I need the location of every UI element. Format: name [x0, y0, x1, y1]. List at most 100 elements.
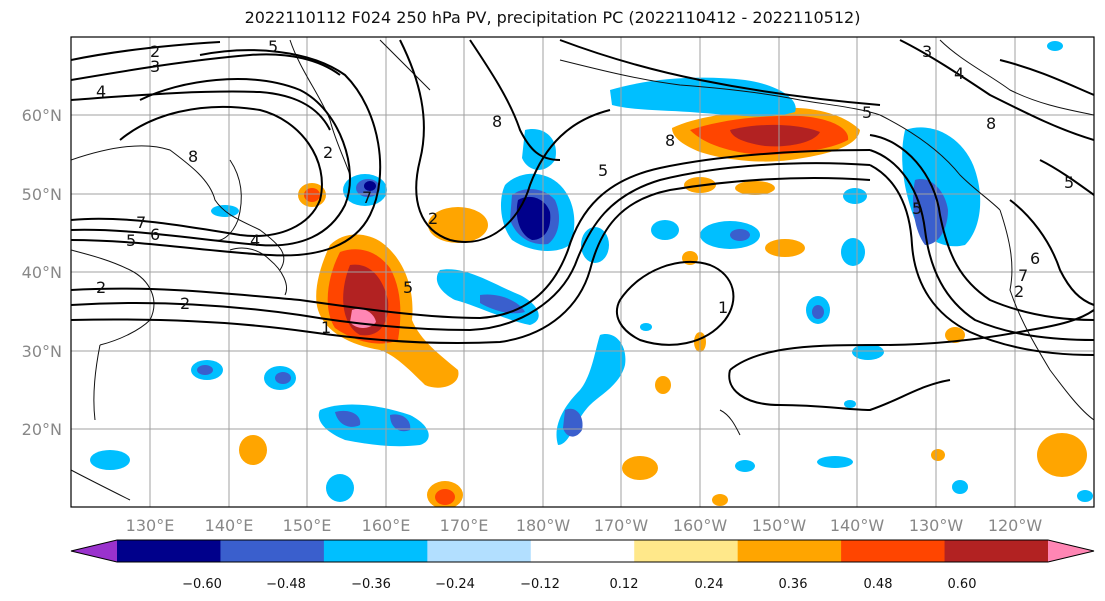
- longitude-label: 120°W: [988, 516, 1043, 535]
- colorbar-segment: [634, 540, 739, 562]
- negative-anomaly-area: [844, 400, 856, 408]
- negative-anomaly-area: [812, 305, 824, 319]
- latitude-label: 40°N: [22, 263, 62, 282]
- colorbar-tick-label: −0.36: [351, 577, 391, 592]
- positive-anomaly-area: [931, 449, 945, 461]
- positive-anomaly-area: [655, 376, 671, 394]
- negative-anomaly-area: [1077, 490, 1093, 502]
- contour-label: 8: [665, 131, 675, 150]
- negative-anomaly-area: [364, 181, 376, 191]
- colorbar-segment: [427, 540, 532, 562]
- positive-anomaly-area: [435, 489, 455, 505]
- colorbar-segment: [530, 540, 635, 562]
- contour-label: 4: [954, 64, 964, 83]
- latitude-label: 50°N: [22, 185, 62, 204]
- colorbar-segment: [737, 540, 842, 562]
- colorbar-tick-label: −0.48: [266, 577, 306, 592]
- negative-anomaly-area: [390, 414, 411, 432]
- colorbar-segment: [323, 540, 428, 562]
- longitude-label: 130°E: [126, 516, 175, 535]
- contour-label: 5: [403, 278, 413, 297]
- latitude-label: 60°N: [22, 106, 62, 125]
- contour-label: 1: [321, 318, 331, 337]
- positive-anomaly-area: [428, 207, 488, 243]
- negative-anomaly-area: [640, 323, 652, 331]
- negative-anomaly-area: [326, 474, 354, 502]
- positive-anomaly-area: [1037, 433, 1087, 477]
- colorbar-ticks: −0.60 −0.48 −0.36 −0.24 −0.12 0.12 0.24 …: [182, 577, 976, 592]
- contour-label: 6: [1030, 249, 1040, 268]
- longitude-label: 140°W: [830, 516, 885, 535]
- positive-anomaly-area: [712, 494, 728, 506]
- contour-label: 5: [1064, 173, 1074, 192]
- negative-anomaly-area: [852, 344, 884, 360]
- contour-label: 5: [598, 161, 608, 180]
- colorbar-tick-label: 0.48: [864, 577, 893, 592]
- colorbar-segment: [944, 540, 1049, 562]
- contour-label: 2: [1014, 282, 1024, 301]
- contour-label: 5: [126, 231, 136, 250]
- contour-labels: 2 3 5 4 8 8 7 5 6 2 4 2 2 7 2 5 1 5 8 5 …: [96, 37, 1074, 337]
- contour-label: 7: [1018, 266, 1028, 285]
- negative-anomaly-area: [516, 196, 551, 240]
- colorbar-extend-high: [1048, 540, 1094, 562]
- colorbar-segment: [117, 540, 221, 562]
- longitude-label: 150°W: [752, 516, 807, 535]
- negative-anomaly-area: [563, 408, 583, 437]
- gridlines: [71, 37, 1094, 507]
- longitude-label: 170°W: [594, 516, 649, 535]
- map-frame: [70, 36, 1095, 508]
- contour-label: 8: [986, 114, 996, 133]
- contour-label: 4: [250, 231, 260, 250]
- colorbar-tick-label: 0.12: [610, 577, 639, 592]
- negative-anomaly-area: [480, 294, 525, 314]
- positive-anomaly-area: [304, 188, 320, 202]
- contour-label: 2: [180, 294, 190, 313]
- positive-anomaly-area: [730, 124, 820, 147]
- negative-anomaly-area: [913, 179, 948, 245]
- negative-anomaly-area: [730, 229, 750, 241]
- colorbar-tick-label: −0.12: [520, 577, 560, 592]
- contour-label: 2: [323, 143, 333, 162]
- contour-label: 6: [150, 225, 160, 244]
- negative-anomaly-area: [651, 220, 679, 240]
- negative-anomaly-area: [817, 456, 853, 468]
- colorbar: [70, 539, 1095, 563]
- colorbar-tick-label: −0.60: [182, 577, 222, 592]
- longitude-label: 150°E: [283, 516, 332, 535]
- contour-label: 5: [912, 199, 922, 218]
- contour-label: 2: [150, 42, 160, 61]
- positive-anomaly-area: [239, 435, 267, 465]
- longitude-axis: 130°E 140°E 150°E 160°E 170°E 180°W 170°…: [126, 516, 1043, 535]
- coastlines: [71, 39, 1094, 501]
- positive-anomaly-area: [735, 181, 775, 195]
- contour-label: 5: [862, 103, 872, 122]
- negative-anomaly-area: [275, 372, 291, 384]
- colorbar-outline: [70, 539, 1095, 563]
- contour-label: 7: [362, 188, 372, 207]
- colorbar-tick-label: 0.24: [695, 577, 724, 592]
- negative-anomaly-area: [335, 410, 361, 427]
- negative-anomaly-area: [952, 480, 968, 494]
- colorbar-tick-label: 0.60: [948, 577, 977, 592]
- longitude-label: 160°W: [673, 516, 728, 535]
- contour-label: 5: [268, 37, 278, 56]
- positive-anomaly-area: [945, 327, 965, 343]
- colorbar-tick-label: −0.24: [435, 577, 475, 592]
- latitude-label: 30°N: [22, 342, 62, 361]
- map-title: 2022110112 F024 250 hPa PV, precipitatio…: [244, 8, 861, 27]
- negative-anomaly-area: [90, 450, 130, 470]
- contour-label: 3: [150, 57, 160, 76]
- positive-anomaly-area: [765, 239, 805, 257]
- negative-anomaly-area: [841, 238, 865, 266]
- contour-label: 8: [188, 147, 198, 166]
- colorbar-segment: [841, 540, 946, 562]
- colorbar-segment: [220, 540, 325, 562]
- colorbar-tick-label: 0.36: [779, 577, 808, 592]
- contour-label: 3: [922, 42, 932, 61]
- longitude-label: 180°W: [516, 516, 571, 535]
- contour-label: 2: [428, 209, 438, 228]
- colorbar-extend-low: [71, 540, 117, 562]
- negative-anomaly-area: [522, 129, 556, 170]
